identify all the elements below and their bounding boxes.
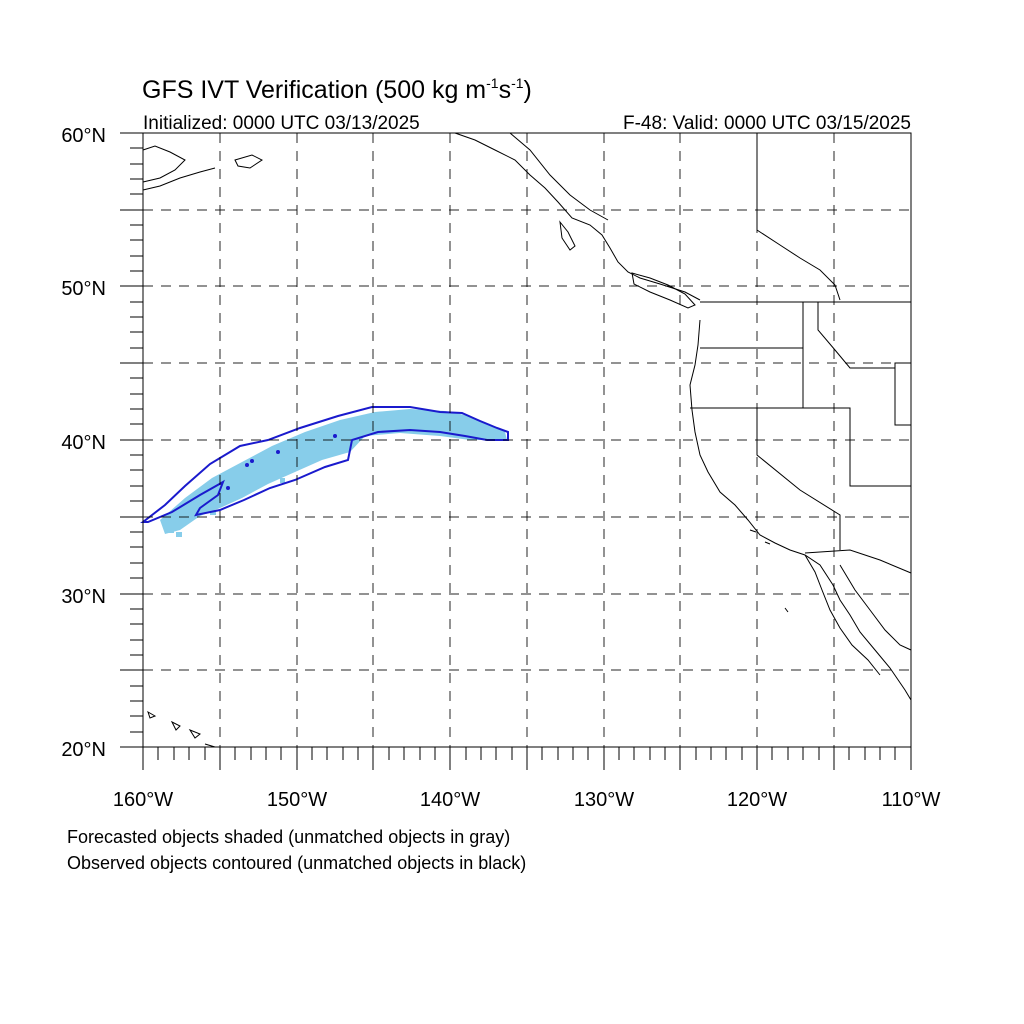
plot-area: 160°W 150°W 140°W 130°W 120°W 110°W 20°N… [61,125,940,811]
gulf-california-east [839,564,912,651]
us-west-coast [689,319,912,701]
lat-label-40n: 40°N [61,432,106,454]
channel-islands [749,529,789,613]
gulf-alaska-coast [454,132,701,301]
init-time-label: Initialized: 0000 UTC 03/13/2025 [143,113,420,134]
baja-california [804,554,881,676]
axis-ticks [120,132,912,770]
valid-time-label: F-48: Valid: 0000 UTC 03/15/2025 [623,113,911,134]
lon-label-140w: 140°W [420,789,480,811]
lon-axis-labels: 160°W 150°W 140°W 130°W 120°W 110°W [113,789,941,811]
observed-ivt-contour-islands [226,434,337,490]
lon-label-160w: 160°W [113,789,173,811]
legend-observed-note: Observed objects contoured (unmatched ob… [67,853,526,873]
state-borders [690,133,912,574]
bottom-major-ticks [142,747,912,770]
lat-axis-labels: 20°N 30°N 40°N 50°N 60°N [61,125,106,761]
alaska-coast [142,145,263,191]
observed-ivt-contour [140,406,509,523]
lat-label-60n: 60°N [61,125,106,147]
lon-label-150w: 150°W [267,789,327,811]
bottom-minor-ticks [157,747,896,760]
lon-label-120w: 120°W [727,789,787,811]
lat-label-50n: 50°N [61,278,106,300]
left-major-ticks [120,132,143,748]
lon-label-130w: 130°W [574,789,634,811]
hawaii-islands [147,710,216,748]
left-minor-ticks [130,147,143,733]
vancouver-island [631,272,696,309]
forecast-ivt-object [160,409,507,534]
lon-label-110w: 110°W [882,789,941,811]
lat-lon-grid [143,133,911,747]
coastlines [142,132,912,748]
alaska-panhandle [509,132,609,221]
mexico-border [804,549,912,574]
legend-forecast-note: Forecasted objects shaded (unmatched obj… [67,827,510,847]
california-oregon-border [690,407,911,487]
haida-gwaii [559,220,576,251]
map-title: GFS IVT Verification (500 kg m-1s-1) [142,75,532,104]
lat-label-20n: 20°N [61,739,106,761]
forecast-ivt-object-fringe [168,478,285,537]
lat-label-30n: 30°N [61,586,106,608]
